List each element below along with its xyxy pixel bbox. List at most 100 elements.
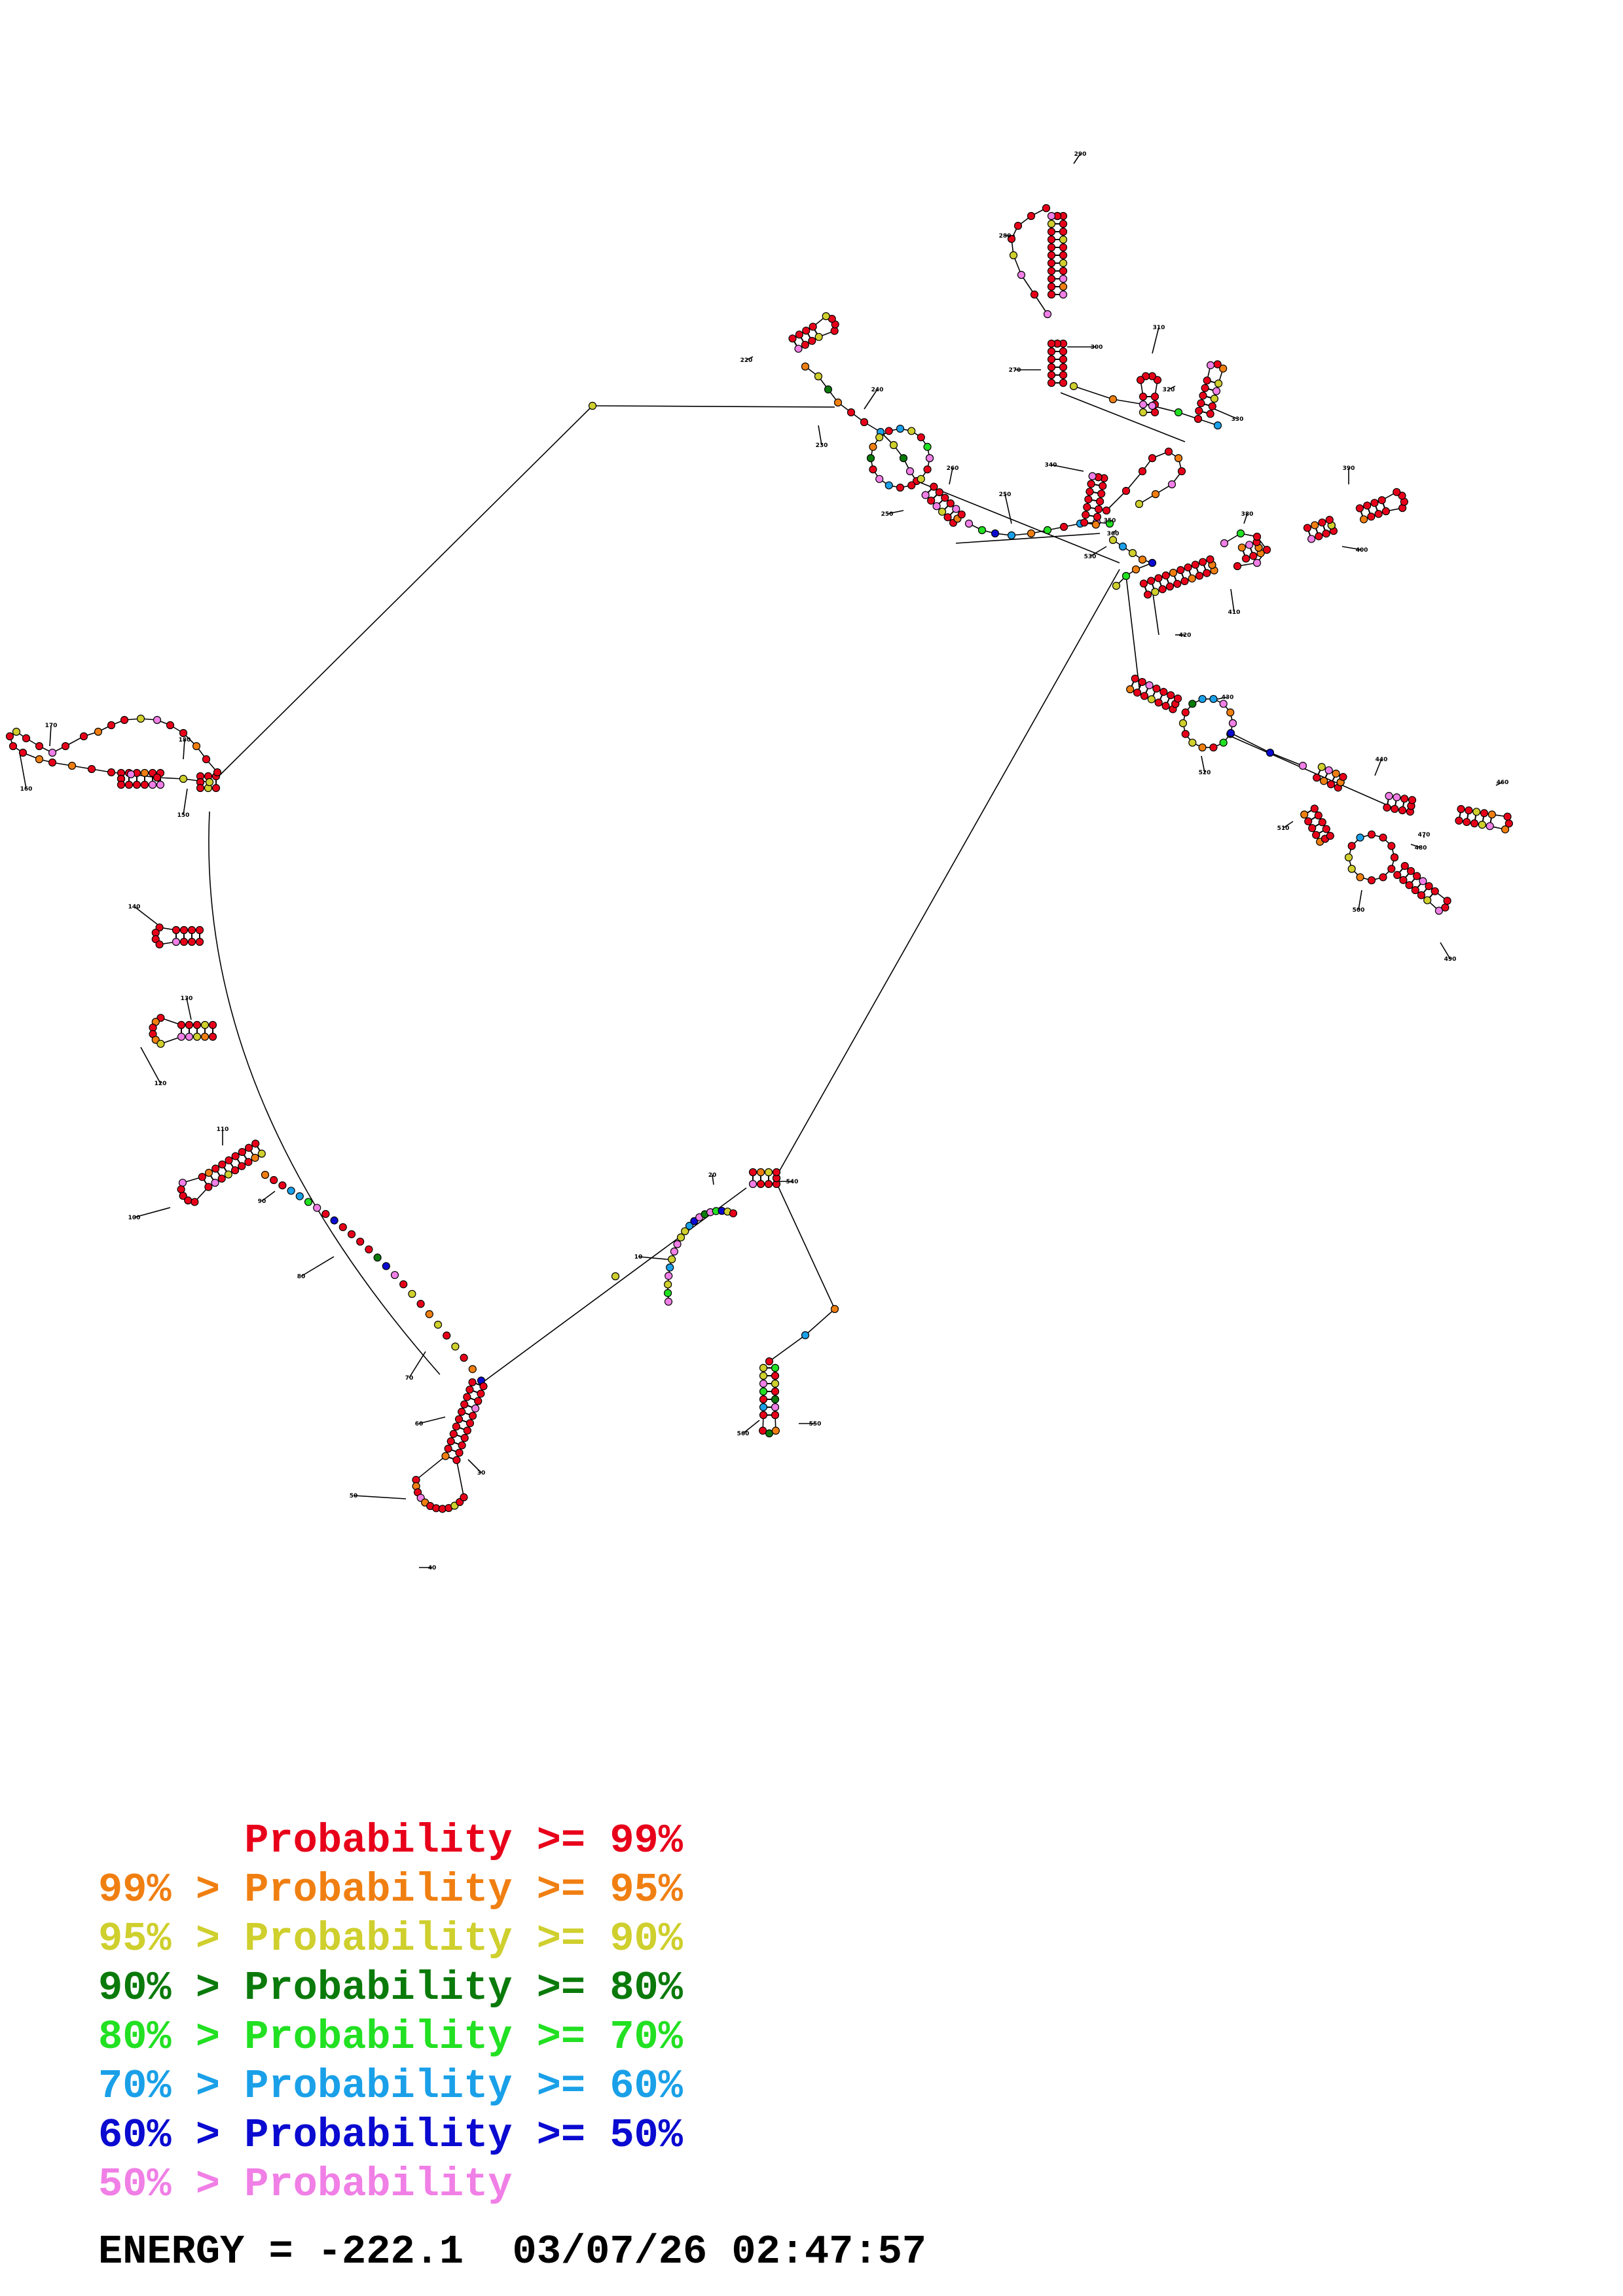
nucleotide <box>48 748 57 757</box>
nucleotide <box>204 1183 213 1191</box>
nucleotide <box>451 1342 460 1351</box>
nucleotide <box>1406 867 1415 875</box>
nucleotide <box>471 1404 480 1413</box>
nucleotide <box>191 1198 199 1206</box>
nucleotide <box>670 1247 679 1256</box>
nucleotide <box>1135 499 1144 509</box>
nucleotide <box>941 493 949 502</box>
position-label: 350 <box>1104 518 1116 524</box>
nucleotide <box>458 1441 466 1450</box>
nucleotide <box>1480 809 1489 817</box>
nucleotide <box>917 475 925 483</box>
nucleotide <box>1059 290 1068 299</box>
nucleotide <box>94 727 103 736</box>
nucleotide <box>195 925 204 935</box>
nucleotide <box>1047 355 1056 364</box>
nucleotide <box>18 748 27 757</box>
nucleotide <box>935 488 943 497</box>
nucleotide <box>869 442 877 451</box>
nucleotide <box>1197 399 1205 408</box>
nucleotide <box>830 1304 839 1314</box>
nucleotide <box>1159 688 1168 696</box>
nucleotide <box>455 1448 464 1457</box>
position-label: 110 <box>217 1126 229 1133</box>
nucleotide <box>1374 510 1383 518</box>
nucleotide <box>1059 251 1068 260</box>
position-label: 260 <box>947 465 959 472</box>
nucleotide <box>1112 581 1121 590</box>
nucleotide <box>1151 490 1160 499</box>
nucleotide <box>1298 761 1307 770</box>
nucleotide <box>1212 387 1221 395</box>
nucleotide <box>1219 738 1228 747</box>
nucleotide <box>1367 830 1376 839</box>
nucleotide <box>1059 259 1068 268</box>
nucleotide <box>1503 812 1512 821</box>
legend-prefix: 60% > <box>98 2112 245 2159</box>
nucleotide <box>460 1433 469 1443</box>
nucleotide <box>1047 227 1056 236</box>
nucleotide <box>1059 274 1068 283</box>
nucleotide <box>1198 743 1207 752</box>
nucleotide <box>474 1397 483 1405</box>
nucleotide <box>1096 497 1104 506</box>
nucleotide <box>860 418 869 427</box>
position-label: 420 <box>1179 632 1192 639</box>
position-label: 520 <box>1199 770 1211 776</box>
position-label: 140 <box>128 904 141 910</box>
nucleotide <box>107 768 116 777</box>
nucleotide <box>408 1289 416 1299</box>
position-label: 230 <box>816 442 828 449</box>
nucleotide <box>1007 234 1016 243</box>
nucleotide <box>330 1216 338 1225</box>
nucleotide <box>772 1168 781 1177</box>
position-label: 400 <box>1356 547 1368 554</box>
legend-row: Probability >= 99% <box>98 1816 683 1865</box>
nucleotide <box>685 1221 694 1230</box>
nucleotide <box>1069 382 1078 391</box>
nucleotide <box>1399 876 1408 884</box>
nucleotide <box>224 1170 232 1179</box>
nucleotide <box>1252 558 1262 567</box>
nucleotide <box>884 481 893 490</box>
nucleotide <box>1203 569 1211 577</box>
nucleotide <box>1181 730 1190 738</box>
nucleotide <box>1385 792 1393 800</box>
nucleotide <box>1161 571 1170 580</box>
nucleotide <box>1184 563 1192 572</box>
nucleotide <box>1047 219 1056 228</box>
nucleotide <box>1059 243 1068 252</box>
nucleotide <box>1131 674 1139 683</box>
nucleotide <box>673 1240 682 1249</box>
nucleotide <box>48 758 57 767</box>
legend-label: Probability <box>244 2161 513 2208</box>
nucleotide <box>1148 401 1157 410</box>
legend-prefix: 70% > <box>98 2063 245 2109</box>
nucleotide <box>1147 577 1156 585</box>
nucleotide <box>1195 571 1204 580</box>
nucleotide <box>156 780 165 789</box>
nucleotide <box>1317 762 1326 771</box>
position-label: 50 <box>350 1493 358 1499</box>
nucleotide <box>759 1410 768 1420</box>
nucleotide <box>1169 569 1178 577</box>
nucleotide <box>208 1032 217 1041</box>
nucleotide <box>185 1032 194 1041</box>
nucleotide <box>231 1152 240 1160</box>
nucleotide <box>1425 882 1433 891</box>
nucleotide <box>1099 482 1107 490</box>
position-label: 270 <box>1009 367 1021 374</box>
nucleotide <box>177 1020 186 1030</box>
nucleotide <box>1105 519 1114 528</box>
nucleotide <box>801 362 810 371</box>
nucleotide <box>1188 738 1197 747</box>
nucleotide <box>230 1166 240 1175</box>
nucleotide <box>447 1437 455 1446</box>
nucleotide <box>1047 378 1056 387</box>
nucleotide <box>1059 378 1068 387</box>
nucleotide <box>1173 694 1182 703</box>
nucleotide <box>930 482 938 491</box>
nucleotide <box>1139 579 1148 588</box>
nucleotide <box>875 475 884 483</box>
nucleotide <box>1393 793 1401 802</box>
